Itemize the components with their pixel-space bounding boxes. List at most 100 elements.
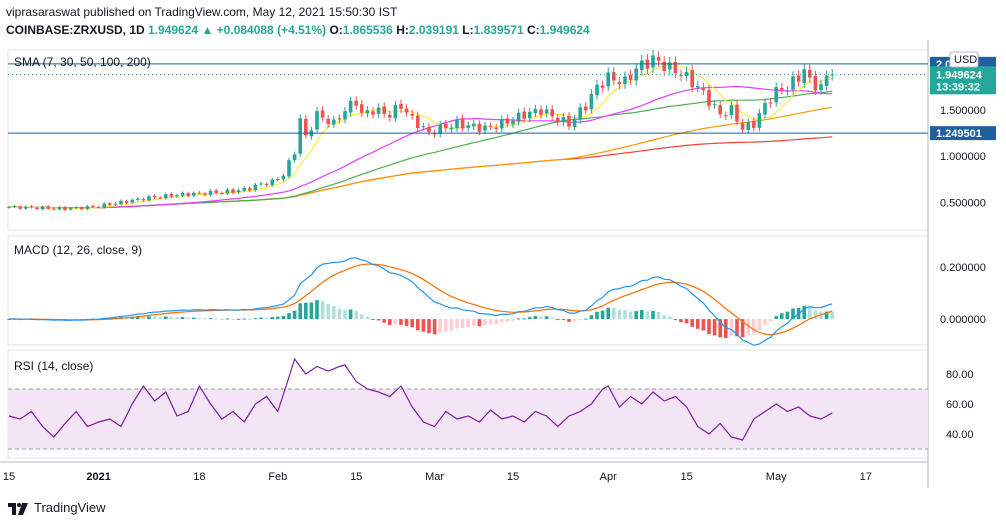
candle-body <box>304 118 308 136</box>
tradingview-logo[interactable]: TradingView <box>8 500 106 515</box>
macd-histogram-bar <box>309 302 314 320</box>
rsi-pane[interactable]: RSI (14, close) <box>8 357 928 450</box>
close-label: C: <box>527 23 540 37</box>
macd-histogram-bar <box>561 319 566 321</box>
candle-body <box>298 118 302 154</box>
candle-body <box>192 192 196 196</box>
macd-histogram-bar <box>270 316 274 320</box>
time-tick-label: 18 <box>193 471 205 483</box>
candle-body <box>63 207 67 210</box>
candle-body <box>746 122 750 130</box>
macd-histogram-bar <box>679 319 683 323</box>
macd-histogram-bar <box>152 316 157 320</box>
candle-body <box>175 195 179 197</box>
candle-body <box>80 207 84 210</box>
tradingview-brand: TradingView <box>34 500 106 515</box>
candle-body <box>712 104 717 106</box>
candle-body <box>416 115 420 129</box>
macd-histogram-bar <box>371 319 375 321</box>
macd-histogram-bar <box>645 311 650 320</box>
candle-body <box>348 100 353 113</box>
macd-histogram-bar <box>427 319 431 334</box>
macd-histogram-bar <box>539 316 543 320</box>
macd-histogram-bar <box>388 319 392 325</box>
macd-histogram-bar <box>628 311 633 320</box>
macd-histogram-bar <box>735 319 739 337</box>
macd-histogram-bar <box>516 318 521 320</box>
candle-body <box>85 206 90 209</box>
candle-body <box>410 113 414 116</box>
candle-body <box>673 61 678 74</box>
candle-body <box>830 74 834 76</box>
candle-body <box>483 125 487 131</box>
candle-body <box>651 55 655 68</box>
candle-body <box>248 188 252 191</box>
candle-body <box>326 118 330 125</box>
macd-histogram-bar <box>287 313 291 320</box>
currency-label: USD <box>954 54 977 66</box>
candle-body <box>315 111 319 130</box>
low-label: L: <box>462 23 474 37</box>
macd-histogram-bar <box>780 313 784 320</box>
candle-body <box>432 133 437 135</box>
candle-body <box>119 200 123 205</box>
candle-body <box>343 111 347 120</box>
macd-histogram-bar <box>130 316 134 320</box>
symbol-label[interactable]: COINBASE:ZRXUSD, 1D <box>6 23 145 37</box>
macd-histogram-bar <box>315 300 319 320</box>
macd-histogram-bar <box>617 309 622 320</box>
macd-histogram-bar <box>175 317 179 320</box>
candle-body <box>141 199 146 201</box>
macd-histogram-bar <box>567 319 571 322</box>
candle-body <box>567 115 571 127</box>
change-arrow-icon: ▲ <box>201 23 214 37</box>
candle-body <box>544 109 549 114</box>
candle-body <box>690 70 694 88</box>
candle-body <box>460 118 465 129</box>
candle-body <box>270 179 274 186</box>
chart-header: viprasaraswat published on TradingView.c… <box>0 0 1006 40</box>
macd-histogram-bar <box>259 317 263 320</box>
candle-body <box>332 119 336 125</box>
candle-body <box>522 111 526 119</box>
rsi-legend-label: RSI (14, close) <box>14 359 93 373</box>
high-label: H: <box>396 23 409 37</box>
time-tick-label: Feb <box>268 471 287 483</box>
price-pane[interactable]: SMA (7, 30, 50, 100, 200) <box>7 49 928 212</box>
macd-histogram-bar <box>740 319 745 338</box>
macd-histogram-bar <box>656 312 661 320</box>
macd-histogram-bar <box>304 302 308 320</box>
macd-histogram-bar <box>757 319 762 331</box>
candle-body <box>388 114 392 118</box>
time-tick-label: Apr <box>600 471 617 483</box>
last-price: 1.949624 <box>148 23 199 37</box>
candle-body <box>231 189 235 193</box>
candle-body <box>203 193 207 195</box>
candle-body <box>785 90 790 92</box>
candle-body <box>444 123 448 129</box>
macd-histogram-bar <box>830 311 834 320</box>
candle-body <box>640 60 644 71</box>
macd-histogram-bar <box>393 319 398 325</box>
macd-histogram-bar <box>701 319 706 331</box>
candle-body <box>382 106 386 114</box>
macd-histogram-bar <box>164 316 168 320</box>
candle-body <box>449 127 454 130</box>
macd-histogram-bar <box>505 319 510 322</box>
candle-body <box>500 119 504 129</box>
rsi-tick-label: 80.00 <box>946 369 974 381</box>
macd-histogram-bar <box>572 319 577 322</box>
candle-body <box>595 84 599 96</box>
macd-pane[interactable]: MACD (12, 26, close, 9) <box>7 243 834 346</box>
candle-body <box>511 120 515 125</box>
candle-body <box>578 107 582 120</box>
candle-body <box>124 201 129 203</box>
macd-histogram-bar <box>718 319 722 338</box>
macd-histogram-bar <box>360 314 364 320</box>
symbol-info: COINBASE:ZRXUSD, 1D 1.949624 ▲ +0.084088… <box>6 23 590 37</box>
candle-body <box>7 206 11 208</box>
candle-body <box>404 108 409 113</box>
candle-body <box>668 62 672 70</box>
publisher-name[interactable]: viprasaraswat <box>6 5 81 19</box>
